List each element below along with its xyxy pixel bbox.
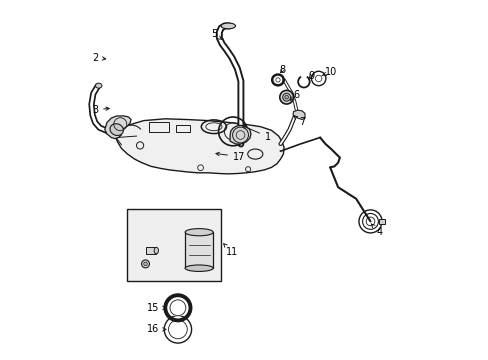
- Polygon shape: [292, 110, 305, 120]
- Ellipse shape: [274, 77, 281, 83]
- Ellipse shape: [221, 23, 235, 29]
- Text: 8: 8: [279, 65, 285, 75]
- Text: 2: 2: [92, 53, 105, 63]
- Text: 17: 17: [216, 152, 245, 162]
- Text: 12: 12: [202, 256, 214, 266]
- Ellipse shape: [143, 262, 147, 266]
- Text: 6: 6: [290, 90, 299, 100]
- Text: 13: 13: [170, 269, 198, 280]
- Ellipse shape: [282, 93, 290, 101]
- Bar: [149, 122, 168, 132]
- Bar: [185, 232, 213, 268]
- Ellipse shape: [185, 229, 213, 236]
- Text: 5: 5: [210, 29, 222, 40]
- Text: 7: 7: [293, 116, 305, 127]
- Polygon shape: [230, 125, 250, 144]
- Ellipse shape: [141, 260, 149, 268]
- Ellipse shape: [185, 265, 213, 271]
- Bar: [127, 209, 221, 281]
- Polygon shape: [104, 116, 131, 139]
- Text: 15: 15: [146, 303, 165, 313]
- Ellipse shape: [284, 95, 288, 99]
- Text: 1: 1: [242, 126, 270, 142]
- Text: 16: 16: [146, 324, 165, 334]
- Ellipse shape: [279, 90, 293, 104]
- Ellipse shape: [95, 83, 102, 88]
- Text: 4: 4: [370, 224, 382, 237]
- Bar: [145, 247, 156, 254]
- Text: 11: 11: [223, 244, 238, 257]
- Bar: [378, 219, 384, 224]
- Text: 9: 9: [307, 71, 313, 81]
- Text: 3: 3: [92, 105, 109, 115]
- Bar: [176, 125, 190, 132]
- Polygon shape: [115, 119, 284, 174]
- Ellipse shape: [110, 124, 123, 135]
- Text: 14: 14: [130, 225, 142, 235]
- Ellipse shape: [154, 247, 158, 254]
- Text: 10: 10: [321, 67, 336, 77]
- Circle shape: [168, 299, 186, 317]
